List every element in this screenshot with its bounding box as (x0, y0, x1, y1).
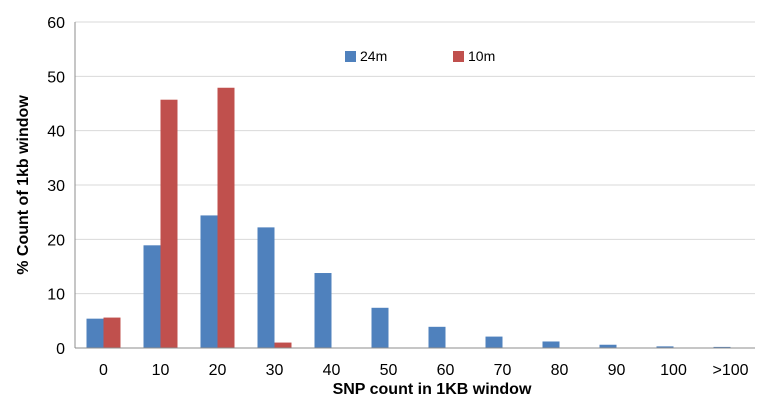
bar-24m-70 (485, 336, 503, 348)
bar-24m-50 (371, 307, 389, 348)
bar-24m-10 (143, 245, 161, 348)
y-axis-title: % Count of 1kb window (15, 95, 32, 275)
legend-label-10m: 10m (468, 48, 495, 64)
bar-24m->100 (713, 346, 731, 348)
bar-24m-0 (86, 318, 104, 348)
legend: 24m 10m (345, 48, 495, 64)
x-tick-label: 20 (209, 362, 227, 379)
y-tick-label: 40 (47, 124, 65, 141)
x-tick-label: 50 (380, 362, 398, 379)
y-tick-label: 60 (47, 15, 65, 32)
x-tick-label: 0 (99, 362, 108, 379)
y-tick-labels: 0 10 20 30 40 50 60 (47, 15, 65, 358)
y-tick-label: 30 (47, 178, 65, 195)
y-tick-label: 0 (56, 341, 65, 358)
x-tick-labels: 0 10 20 30 40 50 60 70 80 90 100 >100 (99, 362, 749, 379)
bar-24m-90 (599, 344, 617, 348)
bar-24m-30 (257, 227, 275, 348)
bar-10m-10 (160, 99, 178, 349)
y-tick-label: 20 (47, 232, 65, 249)
gridlines (75, 21, 755, 295)
legend-swatch-10m (453, 51, 464, 62)
x-tick-label: 30 (266, 362, 284, 379)
x-tick-label: 60 (437, 362, 455, 379)
legend-label-24m: 24m (360, 48, 387, 64)
bar-10m-20 (217, 87, 235, 348)
bar-24m-40 (314, 273, 332, 348)
x-tick-label: 100 (660, 362, 687, 379)
bar-24m-60 (428, 326, 446, 348)
x-axis-title: SNP count in 1KB window (333, 381, 532, 398)
y-tick-label: 10 (47, 287, 65, 304)
bar-24m-80 (542, 341, 560, 348)
legend-swatch-24m (345, 51, 356, 62)
bar-10m-30 (274, 342, 292, 348)
x-tick-label: 90 (608, 362, 626, 379)
x-tick-label: 40 (323, 362, 341, 379)
x-tick-label: 70 (494, 362, 512, 379)
x-tick-label: >100 (712, 362, 748, 379)
bars (86, 87, 731, 349)
bar-10m-0 (103, 317, 121, 348)
y-tick-label: 50 (47, 69, 65, 86)
x-tick-label: 10 (152, 362, 170, 379)
bar-24m-100 (656, 346, 674, 348)
x-tick-label: 80 (551, 362, 569, 379)
bar-24m-20 (200, 215, 218, 348)
